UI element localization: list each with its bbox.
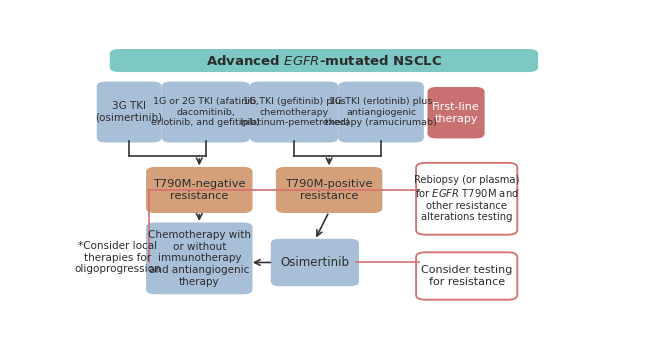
- FancyBboxPatch shape: [146, 167, 253, 213]
- FancyBboxPatch shape: [416, 252, 517, 300]
- FancyBboxPatch shape: [146, 222, 253, 294]
- Text: First-line
therapy: First-line therapy: [432, 102, 480, 124]
- Text: Consider testing
for resistance: Consider testing for resistance: [421, 265, 513, 287]
- Text: T790M-positive
resistance: T790M-positive resistance: [285, 179, 373, 201]
- Text: Rebiopsy (or plasma)
for $\it{EGFR}$ T790M and
other resistance
alterations test: Rebiopsy (or plasma) for $\it{EGFR}$ T79…: [414, 175, 519, 222]
- FancyBboxPatch shape: [96, 82, 161, 143]
- Text: *Consider local
therapies for
oligoprogression: *Consider local therapies for oligoprogr…: [74, 241, 161, 274]
- Text: 1G TKI (erlotinib) plus
antiangiogenic
therapy (ramucirumab): 1G TKI (erlotinib) plus antiangiogenic t…: [325, 97, 437, 127]
- Text: Chemotherapy with
or without
immunotherapy
and antiangiogenic
therapy: Chemotherapy with or without immunothera…: [148, 230, 251, 287]
- Text: 1G TKI (gefitinib) plus
chemotherapy
(platinum-pemetrexed): 1G TKI (gefitinib) plus chemotherapy (pl…: [239, 97, 349, 127]
- FancyBboxPatch shape: [110, 49, 538, 72]
- FancyBboxPatch shape: [416, 163, 517, 235]
- Text: 3G TKI
(osimertinib): 3G TKI (osimertinib): [96, 101, 163, 123]
- Text: Osimertinib: Osimertinib: [280, 256, 349, 269]
- FancyBboxPatch shape: [338, 82, 424, 143]
- Text: T790M-negative
resistance: T790M-negative resistance: [153, 179, 245, 201]
- Text: Advanced $\it{EGFR}$-mutated NSCLC: Advanced $\it{EGFR}$-mutated NSCLC: [206, 54, 442, 68]
- Text: 1G or 2G TKI (afatinib,
dacomitinib,
erlotinib, and gefitinib): 1G or 2G TKI (afatinib, dacomitinib, erl…: [151, 97, 260, 127]
- FancyBboxPatch shape: [276, 167, 383, 213]
- FancyBboxPatch shape: [427, 87, 484, 138]
- FancyBboxPatch shape: [271, 239, 359, 286]
- FancyBboxPatch shape: [161, 82, 250, 143]
- FancyBboxPatch shape: [250, 82, 338, 143]
